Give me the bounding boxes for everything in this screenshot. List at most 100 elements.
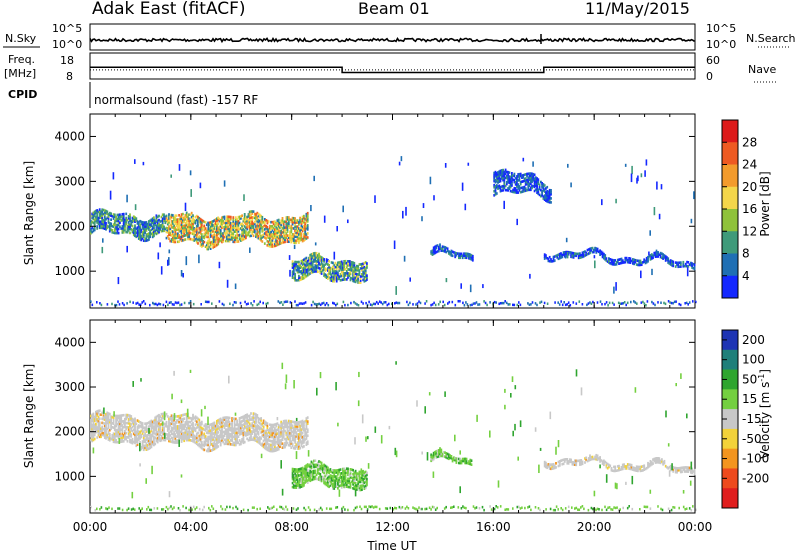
- echo-cell: [119, 424, 121, 428]
- echo-cell: [671, 261, 673, 265]
- echo-cell: [275, 430, 278, 434]
- echo-cell: [352, 265, 354, 269]
- echo-cell: [276, 223, 279, 226]
- echo-cell: [296, 270, 299, 274]
- echo-cell: [226, 428, 228, 431]
- scatter-echo: [293, 244, 296, 250]
- echo-cell: [280, 430, 283, 434]
- echo-cell: [208, 437, 211, 441]
- echo-cell: [183, 435, 186, 439]
- echo-cell: [305, 433, 308, 436]
- echo-cell: [155, 433, 158, 437]
- echo-cell: [468, 253, 470, 256]
- echo-cell: [119, 418, 121, 422]
- near-range-echo: [643, 302, 646, 305]
- echo-cell: [353, 268, 356, 271]
- echo-cell: [113, 223, 116, 227]
- echo-cell: [150, 445, 153, 449]
- near-range-echo: [623, 301, 626, 304]
- echo-cell: [274, 220, 276, 223]
- echo-cell: [442, 245, 445, 249]
- echo-cell: [90, 432, 92, 436]
- echo-cell: [279, 232, 281, 235]
- echo-cell: [523, 185, 526, 189]
- echo-cell: [667, 261, 670, 264]
- echo-cell: [183, 238, 186, 242]
- echo-cell: [233, 429, 236, 433]
- echo-cell: [166, 229, 169, 232]
- echo-cell: [663, 256, 666, 259]
- echo-cell: [303, 262, 305, 266]
- echo-cell: [261, 217, 264, 221]
- echo-cell: [243, 213, 246, 216]
- power-panel-frame: [89, 113, 696, 309]
- echo-cell: [357, 269, 359, 272]
- echo-cell: [301, 221, 304, 225]
- echo-cell: [146, 226, 149, 230]
- echo-cell: [193, 233, 196, 236]
- echo-cell: [314, 266, 317, 269]
- echo-cell: [146, 222, 149, 226]
- echo-cell: [178, 234, 180, 237]
- echo-cell: [304, 267, 307, 271]
- echo-cell: [227, 420, 230, 424]
- echo-cell: [221, 226, 223, 230]
- echo-cell: [193, 434, 196, 438]
- echo-cell: [642, 261, 644, 264]
- echo-cell: [500, 175, 503, 178]
- echo-cell: [338, 265, 341, 268]
- echo-cell: [536, 187, 538, 190]
- scatter-echo: [593, 255, 596, 259]
- echo-cell: [292, 264, 295, 268]
- echo-cell: [242, 431, 245, 435]
- echo-cell: [226, 416, 228, 419]
- echo-cell: [248, 218, 251, 222]
- echo-cell: [232, 228, 235, 231]
- echo-cell: [582, 253, 585, 256]
- echo-cell: [284, 228, 286, 231]
- echo-cell: [437, 245, 440, 249]
- echo-cell: [105, 418, 107, 422]
- echo-cell: [242, 419, 245, 422]
- echo-cell: [107, 213, 110, 216]
- echo-cell: [219, 421, 222, 425]
- echo-cell: [274, 232, 276, 236]
- power-colorbar-label: Power [dB]: [758, 171, 772, 236]
- echo-cell: [187, 231, 189, 235]
- echo-cell: [132, 217, 135, 221]
- echo-cell: [195, 214, 198, 218]
- echo-cell: [171, 420, 174, 424]
- echo-cell: [620, 257, 623, 261]
- echo-cell: [153, 431, 155, 435]
- echo-cell: [246, 221, 249, 225]
- echo-cell: [555, 254, 557, 258]
- echo-cell: [300, 232, 303, 235]
- echo-cell: [499, 185, 502, 189]
- echo-cell: [155, 423, 158, 427]
- echo-cell: [187, 430, 189, 434]
- echo-cell: [548, 192, 551, 196]
- echo-cell: [178, 426, 180, 430]
- echo-cell: [292, 268, 295, 272]
- echo-cell: [295, 435, 298, 438]
- echo-cell: [100, 214, 102, 217]
- echo-cell: [96, 430, 99, 433]
- echo-cell: [286, 226, 289, 229]
- echo-cell: [160, 422, 163, 426]
- echo-cell: [110, 218, 112, 221]
- echo-cell: [541, 194, 543, 197]
- echo-cell: [151, 426, 154, 430]
- echo-cell: [168, 219, 170, 222]
- echo-cell: [237, 226, 240, 229]
- echo-cell: [252, 418, 255, 421]
- echo-cell: [243, 414, 246, 418]
- echo-cell: [131, 216, 134, 220]
- near-range-echo: [509, 303, 511, 306]
- echo-cell: [190, 431, 193, 434]
- echo-cell: [305, 431, 308, 434]
- echo-cell: [263, 446, 266, 450]
- echo-cell: [281, 422, 284, 425]
- echo-cell: [276, 239, 279, 243]
- scatter-echo: [567, 163, 569, 168]
